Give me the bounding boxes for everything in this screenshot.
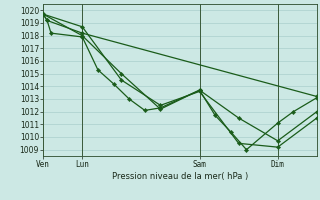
- X-axis label: Pression niveau de la mer( hPa ): Pression niveau de la mer( hPa ): [112, 172, 248, 181]
